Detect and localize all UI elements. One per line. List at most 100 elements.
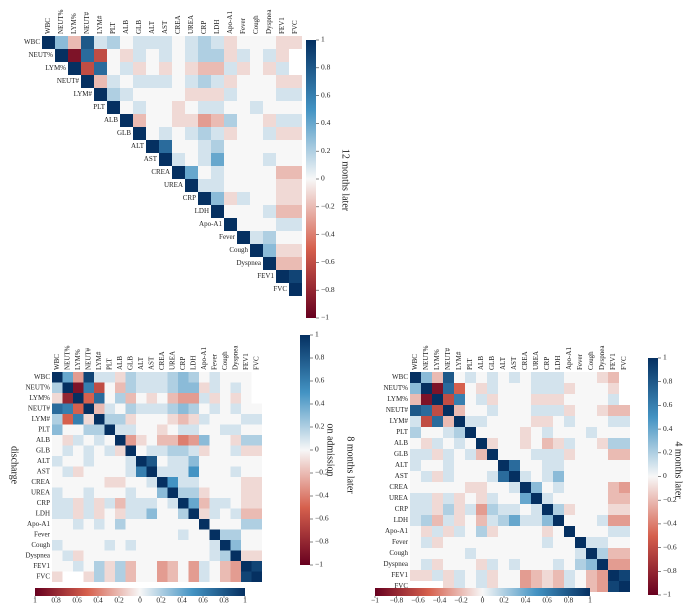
heatmap-cell <box>120 75 133 88</box>
diagonal-cell <box>564 526 575 537</box>
heatmap-cell <box>104 382 115 393</box>
heatmap-cell <box>531 460 542 471</box>
heatmap-cell <box>542 405 553 416</box>
heatmap-cell <box>289 218 302 231</box>
heatmap-cell <box>133 36 146 49</box>
heatmap-cell <box>188 540 199 551</box>
heatmap-cell <box>52 540 63 551</box>
row-label: Fever <box>34 530 51 538</box>
heatmap-cell <box>178 571 189 582</box>
heatmap-cell <box>209 372 220 383</box>
heatmap-cell <box>454 460 465 471</box>
heatmap-cell <box>230 498 241 509</box>
heatmap-cell <box>172 140 185 153</box>
heatmap-cell <box>276 166 289 179</box>
heatmap-cell <box>115 487 126 498</box>
row-label: Fever <box>219 233 236 241</box>
colorbar-tick-label: −0.2 <box>663 495 677 504</box>
heatmap-cell <box>597 548 608 559</box>
heatmap-cell <box>52 529 63 540</box>
heatmap-cell <box>454 570 465 581</box>
heatmap-cell <box>220 456 231 467</box>
heatmap-cell <box>68 36 81 49</box>
heatmap-cell <box>542 482 553 493</box>
heatmap-cell <box>104 414 115 425</box>
heatmap-cell <box>224 36 237 49</box>
heatmap-cell <box>125 424 136 435</box>
heatmap-cell <box>251 498 262 509</box>
row-label: PLT <box>38 425 51 433</box>
heatmap-cell <box>432 383 443 394</box>
heatmap-cell <box>432 460 443 471</box>
heatmap-cell <box>608 493 619 504</box>
heatmap-cell <box>443 570 454 581</box>
heatmap-cell <box>115 498 126 509</box>
column-label: FVC <box>252 356 260 370</box>
heatmap-cell <box>564 394 575 405</box>
heatmap-cell <box>185 88 198 101</box>
diagonal-cell <box>115 435 126 446</box>
row-label: ALT <box>395 461 409 469</box>
heatmap-cell <box>220 435 231 446</box>
heatmap-cell <box>443 581 454 592</box>
heatmap-cell <box>241 508 252 519</box>
heatmap-cell <box>251 424 262 435</box>
row-label: ALB <box>36 436 50 444</box>
heatmap-cell <box>597 537 608 548</box>
row-label: FVC <box>36 572 50 580</box>
heatmap-cell <box>73 414 84 425</box>
heatmap-cell <box>94 424 105 435</box>
heatmap-cell <box>575 515 586 526</box>
heatmap-cell <box>167 550 178 561</box>
heatmap-cell <box>94 550 105 561</box>
heatmap-cell <box>73 424 84 435</box>
heatmap-cell <box>159 36 172 49</box>
heatmap-cell <box>487 570 498 581</box>
heatmap-cell <box>531 405 542 416</box>
heatmap-cell <box>487 515 498 526</box>
heatmap-cell <box>237 49 250 62</box>
heatmap-cell <box>237 218 250 231</box>
heatmap-cell <box>564 482 575 493</box>
heatmap-cell <box>421 570 432 581</box>
heatmap-cell <box>421 471 432 482</box>
heatmap-cell <box>575 460 586 471</box>
heatmap-cell <box>146 75 159 88</box>
heatmap-cell <box>251 561 262 572</box>
heatmap-cell <box>276 231 289 244</box>
heatmap-cell <box>454 438 465 449</box>
heatmap-cell <box>188 561 199 572</box>
diagonal-cell <box>136 456 147 467</box>
heatmap-cell <box>199 508 210 519</box>
row-label: LDH <box>195 207 209 215</box>
heatmap-cell <box>178 508 189 519</box>
row-label: Apo-A1 <box>199 220 222 228</box>
colorbar-tick-label: −0.4 <box>663 519 677 528</box>
colorbar-tick-label: 0.6 <box>321 90 331 99</box>
diagonal-cell <box>83 403 94 414</box>
heatmap-cell <box>432 449 443 460</box>
heatmap-cell <box>199 403 210 414</box>
heatmap-cell <box>509 526 520 537</box>
heatmap-cell <box>531 383 542 394</box>
heatmap-cell <box>263 218 276 231</box>
heatmap-cell <box>224 140 237 153</box>
heatmap-cell <box>83 519 94 530</box>
heatmap-cell <box>619 537 630 548</box>
heatmap-cell <box>241 498 252 509</box>
colorbar-tick-label: 1 <box>663 353 667 362</box>
heatmap-cell <box>146 540 157 551</box>
diagonal-cell <box>476 438 487 449</box>
heatmap-cell <box>237 127 250 140</box>
heatmap-cell <box>487 427 498 438</box>
row-label: NEUT# <box>28 404 51 412</box>
heatmap-cell <box>421 438 432 449</box>
heatmap-cell <box>146 571 157 582</box>
heatmap-cell <box>73 550 84 561</box>
heatmap-cell <box>237 88 250 101</box>
heatmap-cell <box>178 550 189 561</box>
row-label: NEUT# <box>386 406 409 414</box>
heatmap-cell <box>263 88 276 101</box>
heatmap-cell <box>136 529 147 540</box>
